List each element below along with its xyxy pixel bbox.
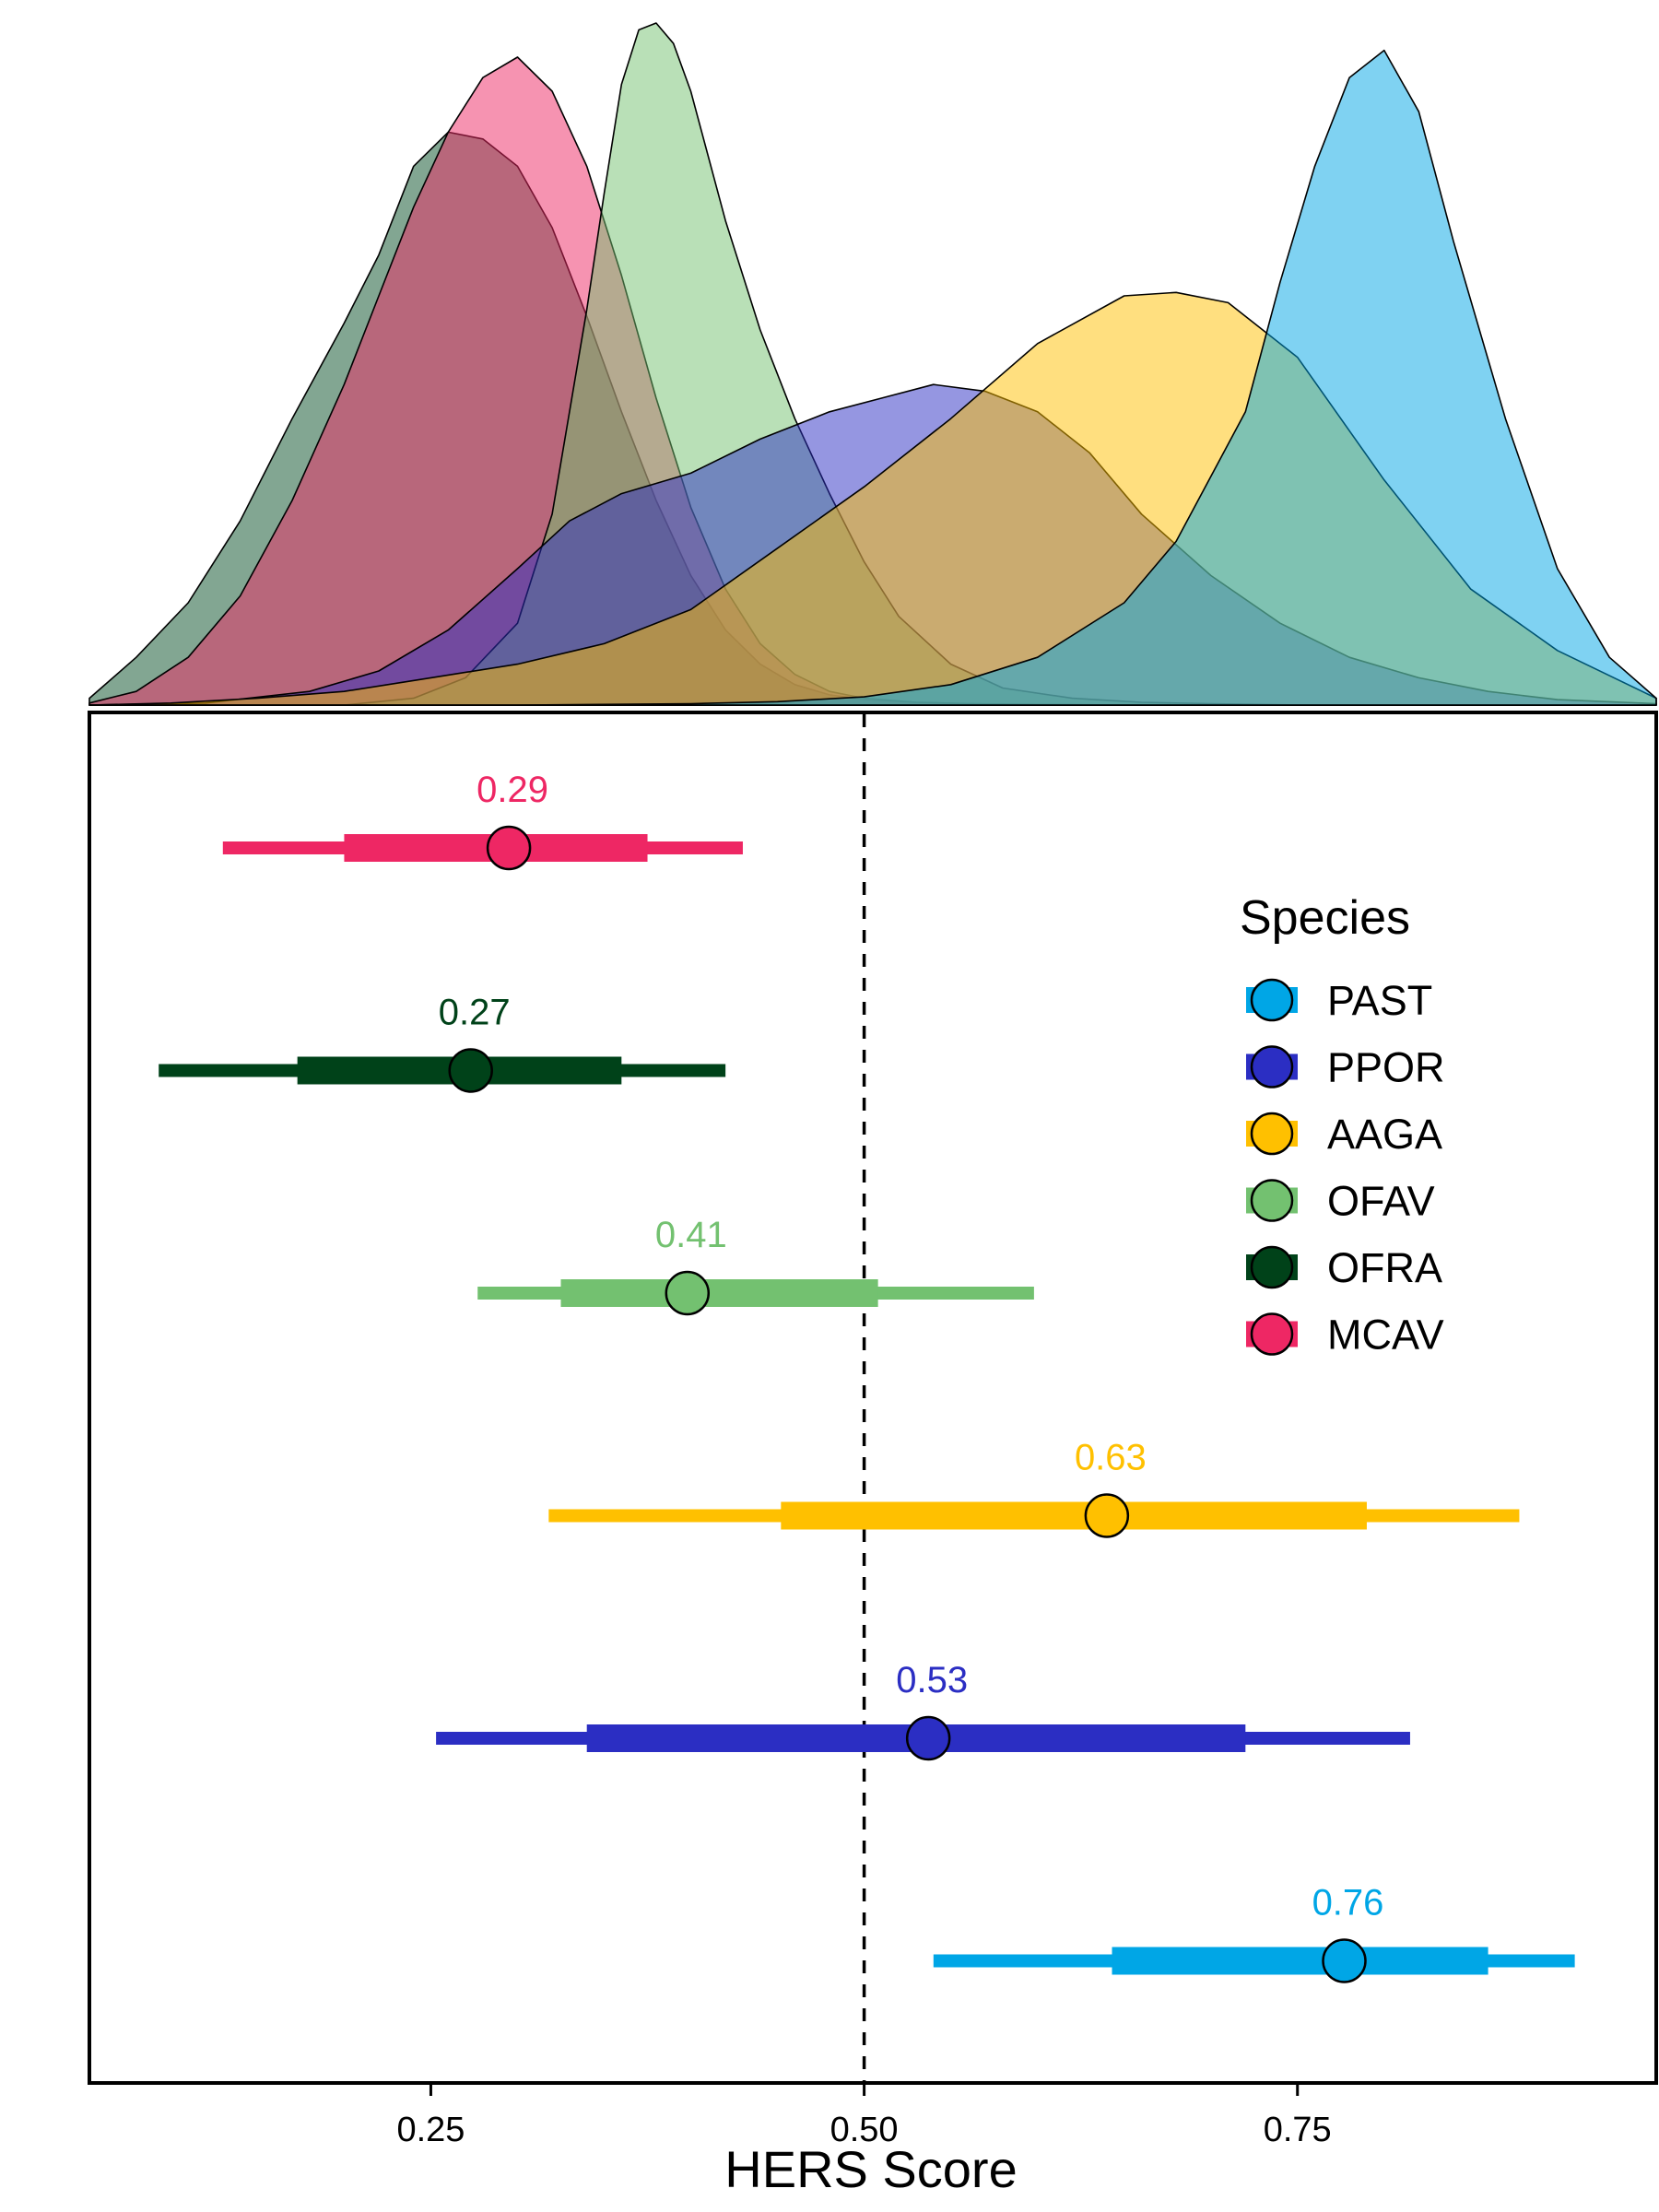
legend: Species PAST PPOR AAGA OFAV OFRA MCAV [1240,891,1445,1359]
legend-label: OFAV [1327,1178,1435,1225]
legend-label: OFRA [1327,1244,1442,1291]
series-ppor: 0.53 [436,1660,1410,1761]
x-axis: 0.25 0.50 0.75 [396,2083,1332,2149]
legend-marker [1250,1179,1294,1222]
legend-item-ppor: PPOR [1246,1044,1445,1091]
panel-frame [88,711,1658,2085]
value-label-ofra: 0.27 [439,993,511,1033]
legend-title: Species [1240,891,1410,945]
median-point-past [1322,1938,1367,1983]
legend-marker [1250,1245,1294,1289]
series-ofra: 0.27 [159,993,726,1093]
density-panel [88,22,1657,706]
value-label-past: 0.76 [1312,1883,1384,1924]
legend-marker [1250,1312,1294,1356]
x-tick-label: 0.50 [830,2111,899,2149]
legend-label: MCAV [1327,1312,1444,1359]
series-aaga: 0.63 [548,1438,1520,1538]
density-past [88,49,1657,706]
legend-marker [1250,978,1294,1022]
legend-marker [1250,1112,1294,1156]
median-point-aaga [1084,1493,1130,1538]
median-point-mcav [486,825,532,871]
legend-item-aaga: AAGA [1246,1111,1442,1158]
value-label-ofav: 0.41 [655,1215,727,1255]
legend-item-past: PAST [1246,977,1432,1024]
series-mcav: 0.29 [222,770,743,871]
legend-label: AAGA [1327,1111,1442,1158]
x-axis-title: HERS Score [724,2140,1017,2198]
legend-item-mcav: MCAV [1246,1312,1444,1359]
median-point-ofav [665,1270,711,1316]
legend-item-ofra: OFRA [1246,1244,1442,1291]
forest-series: 0.29 0.27 0.41 0.63 0.53 0.76 [159,770,1575,1983]
legend-marker [1250,1045,1294,1088]
value-label-mcav: 0.29 [477,770,548,810]
legend-label: PAST [1327,977,1432,1024]
median-point-ofra [448,1048,493,1093]
legend-item-ofav: OFAV [1246,1178,1435,1225]
value-label-aaga: 0.63 [1075,1438,1147,1478]
legend-label: PPOR [1327,1044,1445,1091]
series-past: 0.76 [933,1883,1575,1983]
forest-panel [88,711,1658,2085]
series-ofav: 0.41 [477,1215,1034,1316]
value-label-ppor: 0.53 [896,1660,968,1700]
x-tick-label: 0.25 [396,2111,465,2149]
x-tick-label: 0.75 [1264,2111,1332,2149]
median-point-ppor [905,1715,951,1761]
